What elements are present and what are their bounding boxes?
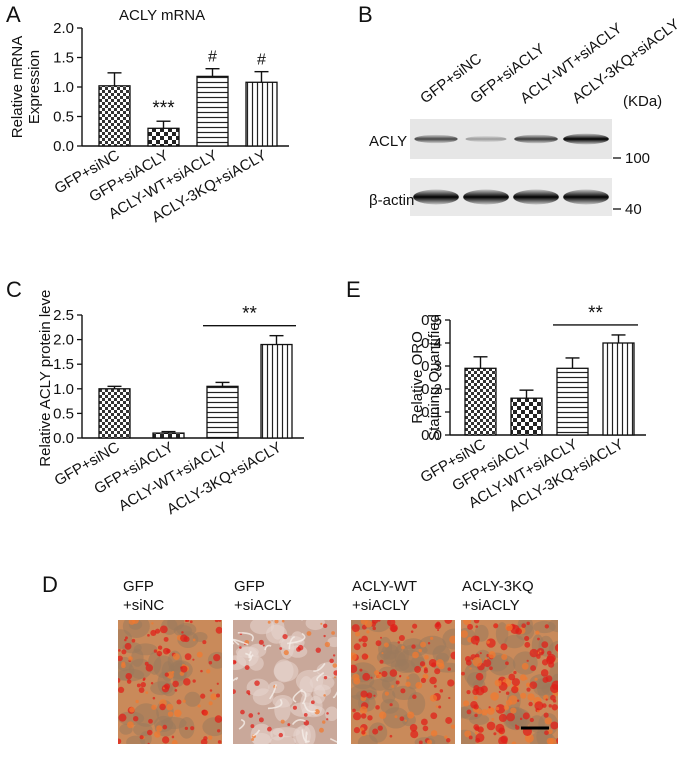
panel-letter-e: E [346,277,361,302]
y-tick-label: 0.3 [421,358,442,375]
micrograph-caption-3: ACLY-WT +siACLY [352,578,418,614]
y-axis-label: Staining Quantified [426,314,443,441]
micrograph-tile [351,620,455,744]
y-axis-label: Relative ACLY protein level [37,290,54,467]
blot-marker-100: 100 [625,150,650,167]
y-tick-label: 0.0 [53,138,74,155]
bar [196,75,229,147]
mrna-bar-chart: 0.0 0.5 1.0 1.5 2.0 Relative mRNA Expression AC… [9,7,289,226]
y-tick-label: 0.5 [53,109,74,126]
y-tick-label: 1.5 [53,50,74,67]
bar [464,367,497,436]
blot-marker-40: 40 [625,201,642,218]
y-tick-label: 1.0 [53,381,74,398]
blot-band [463,189,509,205]
y-tick-label: 1.5 [53,356,74,373]
micrograph-caption-2: GFP +siACLY [234,578,292,614]
blot-band [414,134,458,144]
bar [98,388,131,439]
micrograph-tile [233,620,337,744]
blot-row-label-actin: β-actin [369,192,414,209]
western-blot-panel: GFP+siNC GFP+siACLY ACLY-WT+siACLY ACLY-3KQ… [355,0,693,270]
bar [147,127,180,147]
blot-band [563,189,609,205]
y-tick-label: 2.5 [53,307,74,324]
blot-band [514,134,558,144]
panel-letter-c: C [6,277,22,302]
significance-marker: # [208,49,217,66]
blot-svg: GFP+siNCGFP+siACLYACLY-WT+siACLYACLY-3KQ… [369,16,683,218]
y-tick-label: 0.0 [53,430,74,447]
y-axis-label: Relative mRNA [9,36,26,139]
y-axis-label: Relative ORO [409,331,426,424]
panel-letter-b: B [358,2,373,27]
bar [245,81,278,147]
bar [206,385,239,439]
significance-marker: # [257,52,266,69]
panel-letter-d: D [42,572,58,597]
micrograph-tile [461,620,558,744]
blot-band [465,135,507,143]
bar [556,367,589,436]
oro-staining-bar-chart: 0.0 0.1 0.2 0.3 0.4 0.5 Relative ORO Staining Q… [409,303,646,515]
bar [260,343,293,439]
significance-marker: ** [588,303,603,324]
micrograph-caption-4: ACLY-3KQ +siACLY [462,578,534,614]
blot-row-label-acly: ACLY [369,133,407,150]
micrograph-caption-1: GFP +siNC [123,578,165,614]
bar [152,432,185,439]
bar [602,342,635,436]
significance-marker: *** [152,98,175,119]
micrograph-strip [118,620,558,744]
panel-letter-a: A [6,2,21,27]
blot-band [413,189,459,205]
chart-title: ACLY mRNA [119,7,205,24]
y-tick-label: 2.0 [53,20,74,37]
y-tick-label: 0.2 [421,381,442,398]
y-tick-label: 2.0 [53,332,74,349]
y-tick-label: 0.5 [421,312,442,329]
kda-unit-label: (KDa) [623,93,662,110]
blot-band [513,189,559,205]
y-tick-label: 0.5 [53,405,74,422]
y-axis-label: Expression [26,50,43,124]
y-tick-label: 1.0 [53,79,74,96]
y-tick-label: 0.4 [421,335,442,352]
y-tick-label: 0.1 [421,404,442,421]
blot-band [563,133,609,145]
micrograph-tile [118,620,222,744]
y-tick-label: 0.0 [421,427,442,444]
significance-marker: ** [242,304,257,325]
bar [510,397,543,436]
bar [98,85,131,147]
